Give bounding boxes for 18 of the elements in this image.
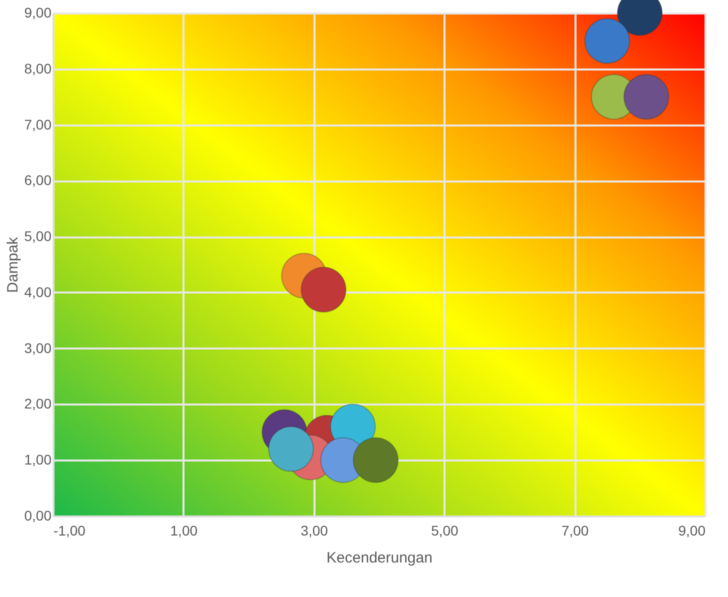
y-tick-label: 7,00 xyxy=(24,116,52,132)
x-tick-label: -1,00 xyxy=(54,522,86,538)
y-tick-label: 5,00 xyxy=(24,228,52,244)
x-axis-title: Kecenderungan xyxy=(326,550,432,566)
y-tick-label: 8,00 xyxy=(24,60,52,76)
y-tick-label: 2,00 xyxy=(24,396,52,412)
y-tick-label: 6,00 xyxy=(24,172,52,188)
y-tick-label: 4,00 xyxy=(24,284,52,300)
y-tick-label: 1,00 xyxy=(24,452,52,468)
y-tick-label: 0,00 xyxy=(24,508,52,524)
x-tick-label: 5,00 xyxy=(431,522,459,538)
y-tick-label: 9,00 xyxy=(24,4,52,20)
x-tick-label: 9,00 xyxy=(678,522,706,538)
x-tick-label: 7,00 xyxy=(561,522,589,538)
y-tick-label: 3,00 xyxy=(24,340,52,356)
y-axis-title: Dampak xyxy=(4,236,22,293)
x-tick-label: 3,00 xyxy=(300,522,328,538)
x-tick-label: 1,00 xyxy=(170,522,198,538)
